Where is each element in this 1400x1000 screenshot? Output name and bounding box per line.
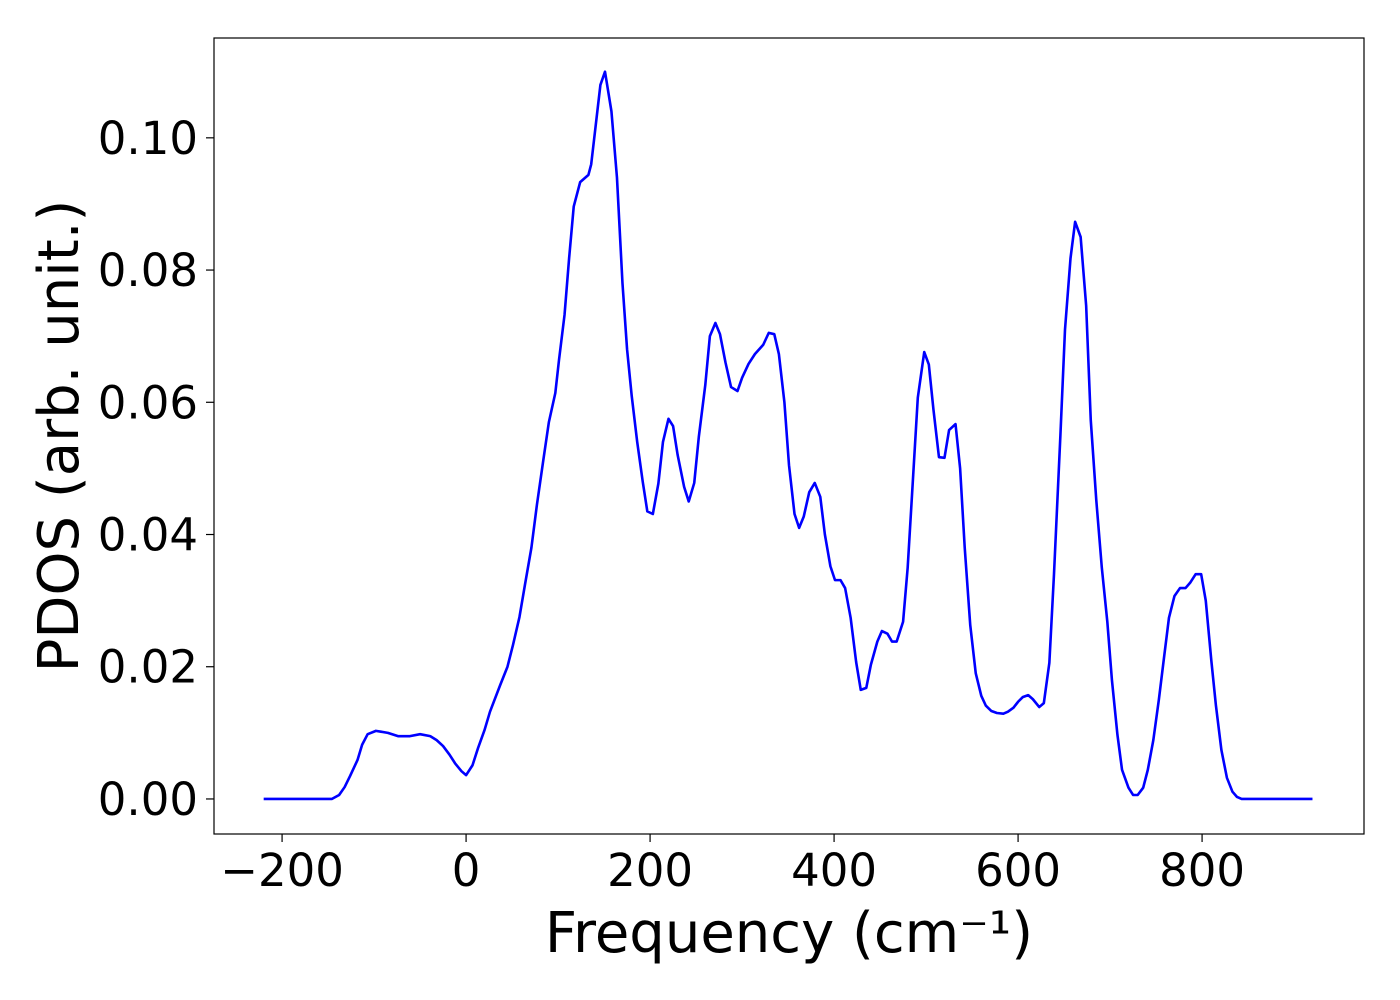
x-tick-label: 200	[607, 844, 693, 897]
data-line	[263, 70, 1313, 801]
x-tick-label: 400	[791, 844, 877, 897]
y-tick-label: 0.00	[98, 773, 198, 826]
x-tick-label: 0	[452, 844, 481, 897]
x-tick-label: −200	[220, 844, 344, 897]
x-tick-label: 800	[1159, 844, 1245, 897]
y-tick-label: 0.02	[98, 641, 198, 694]
y-tick-label: 0.10	[98, 112, 198, 165]
plot-frame	[213, 37, 1365, 835]
y-tick-label: 0.08	[98, 244, 198, 297]
y-axis-label: PDOS (arb. unit.)	[27, 200, 92, 673]
y-tick-label: 0.04	[98, 509, 198, 562]
x-axis-label: Frequency (cm⁻¹)	[545, 901, 1033, 966]
y-tick-label: 0.06	[98, 376, 198, 429]
x-tick-label: 600	[975, 844, 1061, 897]
